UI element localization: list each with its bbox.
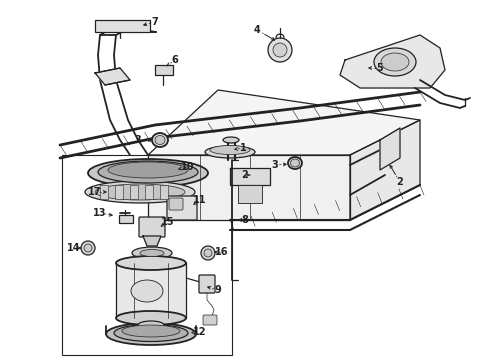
Ellipse shape: [116, 256, 186, 270]
Text: 1: 1: [240, 143, 246, 153]
Text: 14: 14: [67, 243, 81, 253]
Text: 16: 16: [215, 247, 229, 257]
Ellipse shape: [291, 159, 299, 167]
Text: 13: 13: [93, 208, 107, 218]
Text: 2: 2: [396, 177, 403, 187]
Ellipse shape: [85, 181, 195, 203]
Ellipse shape: [210, 145, 250, 154]
Polygon shape: [116, 263, 186, 318]
Polygon shape: [230, 168, 270, 185]
Text: 15: 15: [161, 217, 175, 227]
Ellipse shape: [381, 53, 409, 71]
Polygon shape: [95, 68, 130, 85]
Text: 6: 6: [172, 55, 178, 65]
Bar: [100, 185, 108, 199]
Polygon shape: [148, 155, 350, 220]
Ellipse shape: [116, 311, 186, 325]
Ellipse shape: [108, 162, 188, 178]
Polygon shape: [380, 128, 400, 170]
Ellipse shape: [140, 249, 164, 257]
Bar: [119, 215, 133, 223]
Polygon shape: [340, 35, 445, 88]
Ellipse shape: [201, 246, 215, 260]
Text: 5: 5: [377, 63, 383, 73]
Text: 3: 3: [271, 160, 278, 170]
Ellipse shape: [223, 137, 239, 143]
Bar: [155, 65, 173, 75]
Ellipse shape: [84, 244, 92, 252]
FancyBboxPatch shape: [199, 275, 215, 293]
FancyBboxPatch shape: [139, 217, 165, 237]
Text: 11: 11: [193, 195, 207, 205]
Polygon shape: [143, 236, 161, 246]
Text: 3: 3: [135, 135, 142, 145]
Text: 9: 9: [215, 285, 221, 295]
Ellipse shape: [81, 241, 95, 255]
Ellipse shape: [98, 161, 198, 183]
Ellipse shape: [132, 247, 172, 259]
Text: 4: 4: [254, 25, 260, 35]
Text: 10: 10: [181, 162, 195, 172]
Ellipse shape: [114, 324, 188, 342]
Bar: [95, 20, 150, 32]
Bar: [160, 185, 168, 199]
Text: 12: 12: [193, 327, 207, 337]
Ellipse shape: [122, 325, 180, 337]
FancyBboxPatch shape: [167, 196, 197, 220]
Ellipse shape: [88, 159, 208, 187]
Text: 17: 17: [88, 187, 102, 197]
Ellipse shape: [205, 146, 255, 158]
Ellipse shape: [374, 48, 416, 76]
Bar: [62, 155, 232, 355]
Ellipse shape: [152, 133, 168, 147]
Polygon shape: [350, 120, 420, 220]
FancyBboxPatch shape: [203, 315, 217, 325]
Bar: [238, 185, 262, 203]
Bar: [145, 185, 153, 199]
Text: 7: 7: [151, 17, 158, 27]
Ellipse shape: [288, 157, 302, 169]
Text: 8: 8: [242, 215, 248, 225]
Text: 2: 2: [242, 170, 248, 180]
Circle shape: [268, 38, 292, 62]
Ellipse shape: [204, 249, 212, 257]
Ellipse shape: [95, 184, 185, 200]
Ellipse shape: [106, 323, 196, 345]
Circle shape: [273, 43, 287, 57]
Ellipse shape: [155, 135, 165, 144]
Bar: [115, 185, 123, 199]
Polygon shape: [148, 90, 420, 155]
FancyBboxPatch shape: [169, 198, 183, 210]
Bar: [130, 185, 138, 199]
Ellipse shape: [131, 280, 163, 302]
Ellipse shape: [138, 321, 164, 329]
